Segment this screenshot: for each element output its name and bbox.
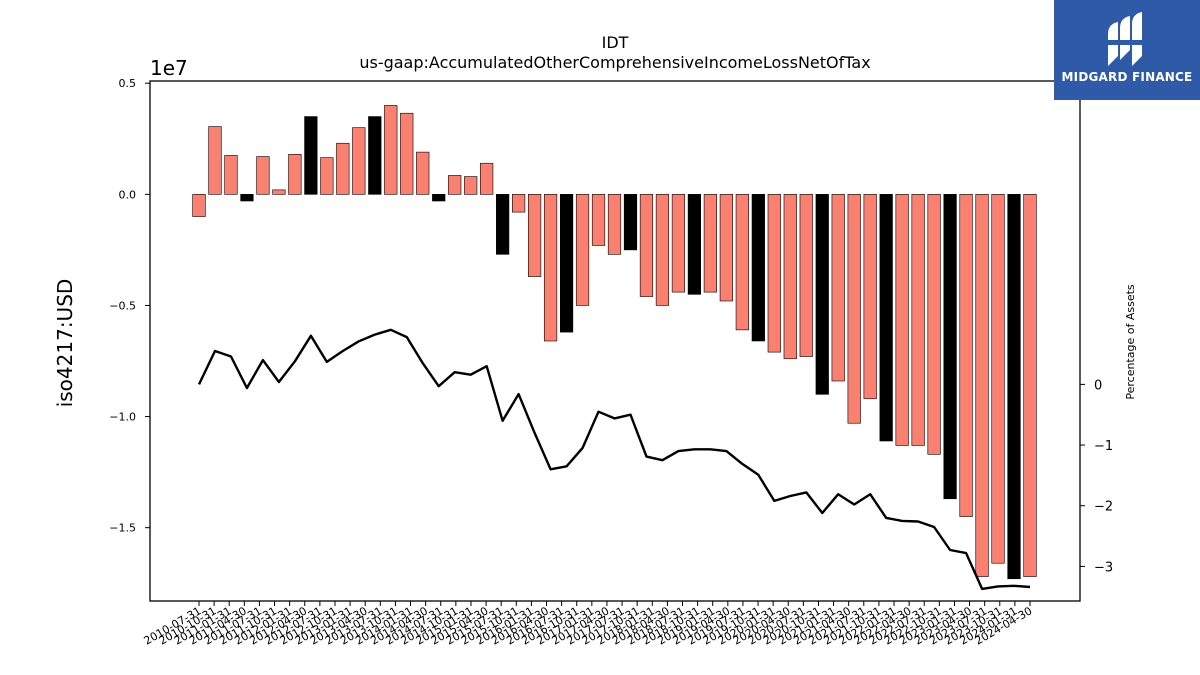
bar xyxy=(639,194,654,297)
bar xyxy=(1023,194,1037,577)
bar xyxy=(224,155,238,195)
y2-tick-label: −3 xyxy=(1094,560,1113,575)
bar xyxy=(671,194,686,293)
bar xyxy=(735,194,749,331)
bar xyxy=(432,194,446,202)
y2-tick-label: −1 xyxy=(1094,439,1113,454)
y-ticks: 0.5 0.0 −0.5 −1.0 −1.5 xyxy=(109,77,150,535)
bar xyxy=(527,194,542,277)
bar xyxy=(384,105,398,195)
y-tick-label: −1.0 xyxy=(109,411,136,424)
y-tick-label: −1.5 xyxy=(109,522,136,535)
bar xyxy=(240,194,254,202)
midgard-logo-icon xyxy=(1106,12,1146,66)
bar xyxy=(831,194,845,382)
y-tick-label: 0.0 xyxy=(119,188,137,201)
bar xyxy=(304,116,318,195)
bar xyxy=(368,116,382,195)
bar xyxy=(464,176,478,195)
bar xyxy=(1007,194,1021,580)
bar xyxy=(703,194,717,293)
y2-axis-label: Percentage of Assets xyxy=(1124,284,1137,400)
bar xyxy=(623,194,638,251)
bar xyxy=(208,126,222,195)
bar xyxy=(895,194,909,446)
bar xyxy=(783,194,797,360)
bar xyxy=(687,194,702,295)
bar xyxy=(512,194,526,213)
bar xyxy=(991,194,1005,564)
bar xyxy=(448,175,462,195)
bar xyxy=(559,194,574,333)
bar xyxy=(655,194,670,306)
brand-name: MIDGARD FINANCE xyxy=(1061,70,1193,84)
bar xyxy=(911,194,925,446)
bar xyxy=(416,151,430,195)
bar xyxy=(607,194,622,255)
bar xyxy=(879,194,893,442)
bar xyxy=(863,194,877,400)
line-group xyxy=(197,328,1031,591)
y-axis-label: iso4217:USD xyxy=(53,279,77,408)
plot-frame xyxy=(149,80,1081,602)
bar xyxy=(272,189,286,195)
bar xyxy=(192,194,206,217)
bars-group xyxy=(192,105,1037,580)
bar xyxy=(575,194,590,306)
bar xyxy=(352,127,366,195)
brand-logo: MIDGARD FINANCE xyxy=(1054,0,1200,100)
bar xyxy=(288,154,302,195)
bar xyxy=(799,194,813,357)
bar xyxy=(496,194,510,255)
bar xyxy=(336,142,350,195)
bar xyxy=(543,194,558,342)
series-line xyxy=(197,328,1031,591)
bar xyxy=(959,194,973,517)
x-ticks: 2010-07-312010-10-312011-01-312011-04-30… xyxy=(142,601,1035,648)
y-tick-label: −0.5 xyxy=(109,299,136,312)
y-offset-label: 1e7 xyxy=(150,56,188,80)
y2-tick-label: 0 xyxy=(1094,378,1102,393)
y-tick-label: 0.5 xyxy=(119,77,137,90)
bar xyxy=(480,162,494,195)
chart-title: IDT xyxy=(602,33,629,52)
bar xyxy=(719,194,733,302)
y2-tick-label: −2 xyxy=(1094,500,1113,515)
bar xyxy=(975,194,989,577)
chart-subtitle: us-gaap:AccumulatedOtherComprehensiveInc… xyxy=(359,53,870,72)
y2-ticks: 0 −1 −2 −3 xyxy=(1080,378,1113,575)
bar xyxy=(847,194,861,424)
bar xyxy=(927,194,941,455)
bar xyxy=(943,194,957,500)
bar xyxy=(751,194,765,342)
bar xyxy=(320,157,334,195)
bar xyxy=(256,156,270,195)
bar xyxy=(400,112,414,195)
bar xyxy=(815,194,829,395)
bar xyxy=(767,194,781,353)
bar xyxy=(591,194,606,246)
